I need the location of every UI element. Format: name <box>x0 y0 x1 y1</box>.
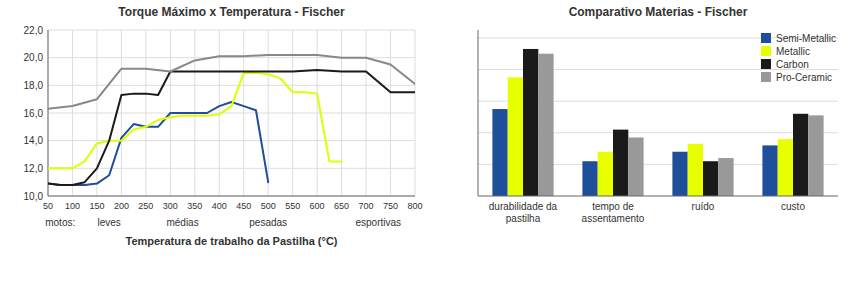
x-tick-label-line: assentamento <box>582 213 645 224</box>
bar <box>778 139 793 196</box>
chart-title: Torque Máximo x Temperatura - Fischer <box>118 5 345 19</box>
annotation: leves <box>97 217 120 228</box>
annotation: motos: <box>45 217 75 228</box>
bar <box>628 138 643 196</box>
x-tick-label: 500 <box>261 201 276 211</box>
bar <box>808 115 823 196</box>
legend-label: Metallic <box>776 46 810 57</box>
y-tick-label: 10,0 <box>24 191 44 202</box>
x-tick-label: 700 <box>359 201 374 211</box>
x-tick-label-line: tempo de <box>592 201 634 212</box>
x-tick-label: 550 <box>285 201 300 211</box>
chart-title: Comparativo Materias - Fischer <box>569 5 748 19</box>
grid-line <box>72 30 73 196</box>
grid-line <box>243 30 244 196</box>
x-tick-label: 300 <box>163 201 178 211</box>
line-chart: Torque Máximo x Temperatura - Fischer 10,… <box>24 5 423 247</box>
bar <box>508 77 523 196</box>
y-tick-label: 20,0 <box>24 52 44 63</box>
grid-line <box>366 30 367 196</box>
bar <box>718 158 733 196</box>
bar <box>703 161 718 196</box>
x-tick-label: tempo deassentamento <box>582 201 645 224</box>
grid-line <box>96 30 97 196</box>
line-series <box>48 73 342 168</box>
bar <box>762 145 777 196</box>
y-tick-label: 14,0 <box>24 135 44 146</box>
grid-line <box>48 168 415 169</box>
legend: Semi-Metallic Metallic Carbon Pro-Ceramic <box>761 33 836 83</box>
grid-line <box>145 30 146 196</box>
line-series <box>48 102 268 185</box>
x-tick-label-line: pastilha <box>506 213 541 224</box>
x-tick-label: 650 <box>334 201 349 211</box>
grid-line <box>48 140 415 141</box>
legend-label: Pro-Ceramic <box>776 72 832 83</box>
grid-line <box>415 30 416 196</box>
bar-chart: Comparativo Materias - Fischer durabilida… <box>478 5 838 224</box>
grid-line <box>390 30 391 196</box>
annotation: pesadas <box>249 217 287 228</box>
x-tick-label-line: custo <box>781 201 805 212</box>
plot-area <box>492 49 823 196</box>
bar <box>598 152 613 196</box>
y-tick-label: 16,0 <box>24 108 44 119</box>
x-tick-label: 600 <box>310 201 325 211</box>
x-tick-label: 250 <box>138 201 153 211</box>
legend-swatch <box>761 59 771 69</box>
x-tick-label: 450 <box>236 201 251 211</box>
x-axis <box>478 196 838 197</box>
line-series <box>48 70 415 185</box>
bar <box>492 109 507 196</box>
x-tick-label: 750 <box>383 201 398 211</box>
x-tick-label: 800 <box>407 201 422 211</box>
bar <box>538 54 553 196</box>
x-axis <box>48 196 415 197</box>
y-tick-label: 22,0 <box>24 25 44 36</box>
annotation: médias <box>166 217 198 228</box>
x-tick-label: 150 <box>89 201 104 211</box>
x-tick-label-line: ruído <box>692 201 715 212</box>
bar <box>688 144 703 196</box>
legend-label: Semi-Metallic <box>776 33 836 44</box>
y-tick-label: 12,0 <box>24 163 44 174</box>
x-tick-label: custo <box>781 201 805 212</box>
x-tick-label: 350 <box>187 201 202 211</box>
bar <box>523 49 538 196</box>
grid-line <box>48 30 415 31</box>
legend-swatch <box>761 33 771 43</box>
x-tick-label: 50 <box>43 201 53 211</box>
grid-line <box>48 85 415 86</box>
grid-line <box>48 113 415 114</box>
y-axis <box>48 30 49 196</box>
grid-line <box>48 196 415 197</box>
x-tick-label: 200 <box>114 201 129 211</box>
legend-swatch <box>761 72 771 82</box>
chart-root: Torque Máximo x Temperatura - Fischer 10,… <box>0 0 850 282</box>
legend-swatch <box>761 46 771 56</box>
bar <box>613 130 628 196</box>
bar <box>793 114 808 196</box>
grid-line <box>121 30 122 196</box>
y-axis <box>478 30 479 196</box>
x-axis-label: Temperatura de trabalho da Pastilha (°C) <box>125 235 337 247</box>
x-tick-label: 400 <box>212 201 227 211</box>
x-tick-label: ruído <box>692 201 715 212</box>
x-tick-label: durabilidade dapastilha <box>489 201 558 224</box>
x-tick-label-line: durabilidade da <box>489 201 558 212</box>
y-tick-label: 18,0 <box>24 80 44 91</box>
bar <box>582 161 597 196</box>
grid-line <box>341 30 342 196</box>
line-series <box>48 55 415 109</box>
grid-line <box>48 30 49 196</box>
annotation: esportivas <box>356 217 402 228</box>
legend-label: Carbon <box>776 59 809 70</box>
plot-area <box>48 55 415 185</box>
x-tick-label: 100 <box>65 201 80 211</box>
bar <box>672 152 687 196</box>
